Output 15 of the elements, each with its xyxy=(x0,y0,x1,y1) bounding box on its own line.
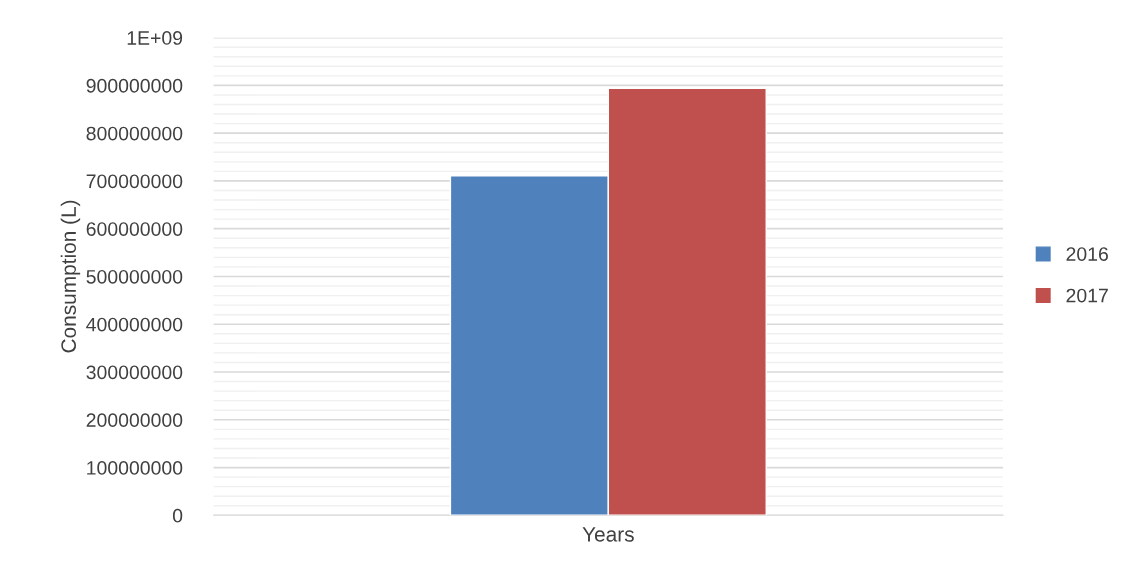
x-tick-label: Years xyxy=(582,527,634,542)
y-tick-label: 0 xyxy=(172,508,183,523)
y-axis-title: Consumption (L) xyxy=(60,200,81,353)
y-tick-label: 1E+09 xyxy=(127,31,183,45)
legend-label: 2016 xyxy=(1066,247,1108,261)
y-tick-label: 200000000 xyxy=(86,413,183,428)
y-tick-label: 800000000 xyxy=(86,126,183,141)
y-tick-label: 600000000 xyxy=(86,222,183,236)
y-tick-label: 400000000 xyxy=(86,317,183,332)
y-tick-label: 900000000 xyxy=(86,78,183,93)
y-tick-label: 100000000 xyxy=(87,461,183,475)
legend-label: 2017 xyxy=(1066,288,1108,303)
y-tick-label: 300000000 xyxy=(86,365,183,380)
y-tick-label: 700000000 xyxy=(86,174,183,189)
y-tick-label: 500000000 xyxy=(86,269,183,284)
